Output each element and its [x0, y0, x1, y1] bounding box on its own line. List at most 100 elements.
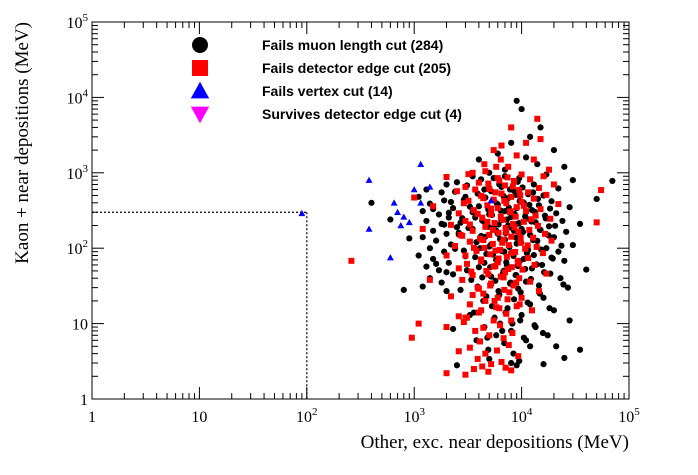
- data-point: [516, 187, 523, 194]
- data-point: [475, 179, 482, 186]
- data-point: [576, 346, 584, 353]
- data-point: [485, 368, 492, 375]
- data-point: [534, 115, 541, 122]
- data-point: [519, 228, 527, 236]
- data-point: [540, 173, 547, 180]
- data-point: [475, 203, 482, 210]
- cut-lines: [92, 211, 308, 399]
- data-point: [426, 276, 433, 283]
- data-point: [497, 322, 504, 329]
- data-point: [492, 189, 499, 196]
- data-point: [499, 216, 506, 223]
- data-point: [557, 275, 564, 282]
- data-point: [560, 281, 567, 288]
- data-point: [514, 257, 521, 264]
- data-point: [508, 124, 515, 131]
- legend-label: Fails vertex cut (14): [262, 83, 393, 99]
- data-point: [513, 279, 520, 286]
- data-point: [515, 285, 522, 292]
- data-point: [415, 252, 422, 259]
- data-point: [530, 156, 537, 163]
- data-point: [480, 237, 487, 244]
- data-point: [470, 244, 477, 251]
- data-point: [513, 362, 520, 369]
- data-point: [493, 332, 500, 339]
- data-point: [475, 264, 482, 271]
- data-point: [438, 279, 445, 286]
- data-point: [480, 195, 487, 202]
- data-point: [473, 247, 480, 254]
- data-point: [566, 204, 573, 211]
- data-point: [470, 365, 477, 372]
- data-point: [561, 163, 568, 170]
- data-point: [475, 285, 482, 292]
- data-point: [449, 271, 457, 278]
- data-point: [477, 338, 484, 345]
- data-point: [530, 234, 537, 241]
- data-point: [477, 235, 484, 242]
- data-point: [495, 287, 502, 295]
- data-point: [485, 180, 492, 187]
- data-point: [453, 224, 461, 231]
- data-point: [494, 259, 501, 266]
- data-point: [515, 228, 522, 235]
- data-point: [478, 307, 485, 314]
- data-point: [472, 254, 479, 261]
- data-point: [479, 363, 486, 370]
- data-point: [508, 139, 515, 146]
- y-tick-label: 102: [67, 238, 89, 258]
- data-point: [503, 310, 510, 317]
- x-tick-label: 105: [618, 406, 640, 426]
- data-point: [517, 239, 524, 246]
- data-point: [546, 166, 553, 173]
- data-point: [553, 210, 560, 217]
- data-point: [481, 161, 488, 168]
- data-point: [525, 255, 532, 262]
- data-point: [523, 139, 530, 146]
- data-point: [463, 260, 470, 267]
- data-point: [469, 291, 476, 298]
- data-point: [488, 361, 495, 368]
- data-point: [443, 287, 450, 295]
- legend-label: Survives detector edge cut (4): [262, 106, 462, 122]
- data-point: [609, 177, 616, 185]
- data-point: [443, 324, 450, 331]
- data-point: [529, 307, 536, 314]
- data-point: [493, 163, 500, 170]
- data-point: [522, 154, 530, 161]
- data-point: [525, 189, 532, 196]
- data-point: [494, 294, 501, 301]
- data-point: [527, 343, 534, 350]
- data-point: [466, 301, 473, 308]
- data-point: [528, 216, 535, 223]
- data-point: [526, 201, 533, 209]
- data-point: [368, 199, 375, 206]
- data-point: [497, 213, 504, 220]
- data-point: [583, 266, 590, 273]
- data-point: [470, 207, 477, 214]
- data-point: [540, 294, 547, 301]
- data-point: [405, 218, 413, 226]
- data-point: [527, 278, 534, 285]
- data-point: [453, 188, 460, 195]
- data-point: [465, 171, 472, 178]
- x-tick-label: 104: [511, 406, 533, 426]
- data-point: [482, 350, 489, 357]
- data-point: [535, 184, 542, 191]
- data-point: [468, 268, 475, 275]
- data-point: [503, 253, 510, 260]
- data-point: [516, 275, 523, 282]
- data-point: [430, 203, 437, 210]
- data-point: [541, 230, 548, 237]
- data-point: [480, 290, 487, 297]
- legend-marker: [192, 37, 208, 53]
- data-points: [298, 97, 616, 378]
- data-point: [466, 238, 473, 245]
- data-point: [553, 343, 560, 350]
- data-point: [559, 217, 566, 225]
- data-point: [534, 222, 541, 229]
- data-point: [518, 311, 525, 319]
- data-point: [544, 332, 551, 339]
- data-point: [509, 220, 516, 227]
